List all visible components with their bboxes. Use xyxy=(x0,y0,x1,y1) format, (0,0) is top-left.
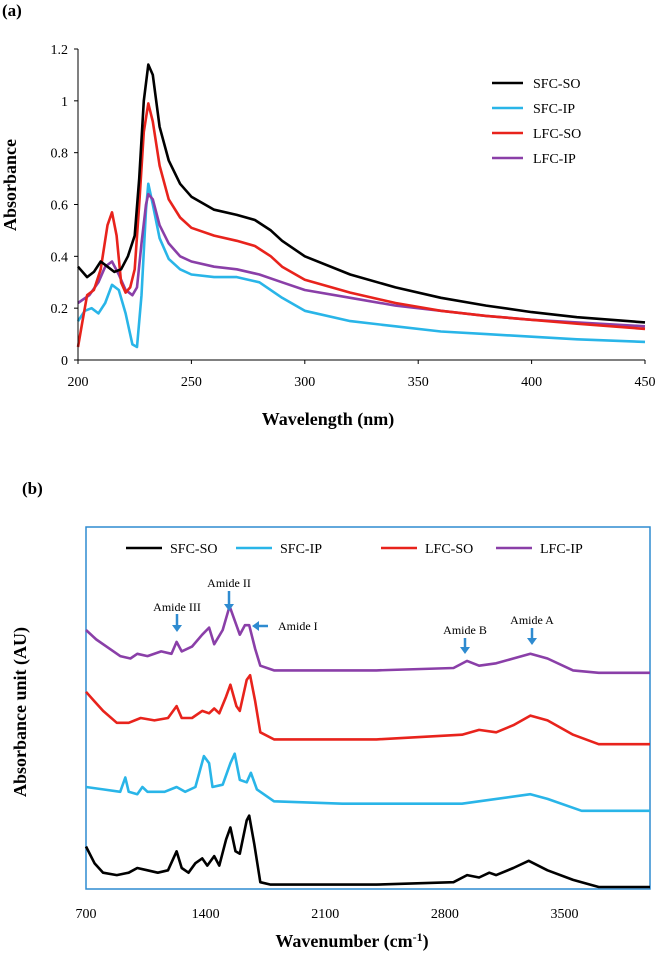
annotation-label: Amide II xyxy=(207,576,251,590)
peak-annotations: Amide III Amide II Amide I Amide B Amide A xyxy=(153,576,554,654)
legend-a: SFC-SO SFC-IP LFC-SO LFC-IP xyxy=(492,77,581,167)
arrow-head-icon xyxy=(527,638,537,645)
arrow-head-icon xyxy=(460,647,470,654)
x-tick-label-b: 700 xyxy=(76,907,97,922)
y-tick-label: 0 xyxy=(61,354,68,369)
legend-label-b-lfc-ip: LFC-IP xyxy=(540,542,583,557)
arrow-head-icon xyxy=(252,621,259,631)
annotation-label: Amide III xyxy=(153,600,201,614)
y-tick-label: 0.8 xyxy=(51,147,69,162)
spectrum-line-sfc-ip xyxy=(85,752,650,813)
x-tick-label: 200 xyxy=(68,375,89,390)
legend-label-b-sfc-so: SFC-SO xyxy=(170,542,217,557)
ftir-spectra-chart: 700 1400 2100 2800 3500 SFC-SO SFC-IP LFC-SO LF… xyxy=(10,526,651,952)
series-line-sfc-ip xyxy=(76,182,646,349)
x-tick-label-b: 2100 xyxy=(311,907,339,922)
annotation-label: Amide A xyxy=(510,613,554,627)
y-tick-label: 1 xyxy=(61,95,68,110)
series-line-lfc-ip xyxy=(77,192,646,328)
y-tick-label: 1.2 xyxy=(51,43,69,58)
y-axis-title: Absorbance xyxy=(0,139,20,231)
annotation-label: Amide I xyxy=(278,619,318,633)
spectrum-line-sfc-so xyxy=(84,814,650,889)
x-tick-label: 350 xyxy=(408,375,429,390)
y-tick-label: 0.2 xyxy=(51,302,69,317)
legend-label-sfc-ip: SFC-IP xyxy=(533,102,575,117)
legend-label-sfc-so: SFC-SO xyxy=(533,77,580,92)
series-line-sfc-so xyxy=(77,63,646,324)
x-tick-label: 400 xyxy=(521,375,542,390)
x-tick-label-b: 2800 xyxy=(431,907,459,922)
x-tick-label: 300 xyxy=(294,375,315,390)
arrow-head-icon xyxy=(172,625,182,632)
y-tick-label: 0.4 xyxy=(51,250,69,265)
panel-a-label: (a) xyxy=(2,1,22,20)
legend-label-b-sfc-ip: SFC-IP xyxy=(280,542,322,557)
panel-b-label: (b) xyxy=(22,479,43,498)
legend-label-lfc-so: LFC-SO xyxy=(533,127,581,142)
legend-label-lfc-ip: LFC-IP xyxy=(533,152,576,167)
x-tick-label: 250 xyxy=(181,375,202,390)
uv-absorbance-chart: 0 0.2 0.4 0.6 0.8 1 1.2 200 250 300 350 400 450 SFC-… xyxy=(0,43,656,430)
plot-frame-b xyxy=(85,526,651,890)
series-line-lfc-so xyxy=(76,102,646,348)
legend-label-b-lfc-so: LFC-SO xyxy=(425,542,473,557)
x-axis-title: Wavelength (nm) xyxy=(262,409,395,430)
spectrum-line-lfc-so xyxy=(85,673,650,746)
x-tick-label-b: 3500 xyxy=(551,907,579,922)
x-axis-title-b: Wavenumber (cm-1) xyxy=(275,930,428,952)
annotation-label: Amide B xyxy=(443,623,487,637)
spectrum-line-lfc-ip xyxy=(85,604,650,675)
x-tick-label-b: 1400 xyxy=(192,907,220,922)
legend-b: SFC-SO SFC-IP LFC-SO LFC-IP xyxy=(126,542,583,557)
y-axis-title-b: Absorbance unit (AU) xyxy=(10,627,31,797)
y-tick-label: 0.6 xyxy=(51,199,69,214)
arrow-head-icon xyxy=(224,604,234,611)
x-tick-label: 450 xyxy=(635,375,656,390)
